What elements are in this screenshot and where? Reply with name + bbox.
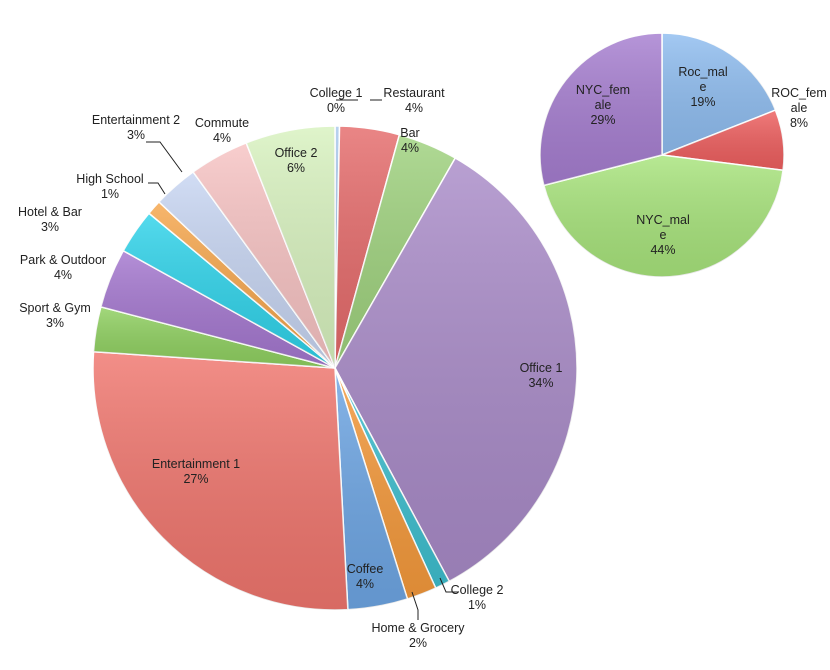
pie-slice-shade-bar	[335, 134, 456, 368]
slice-label-roc-male: Roc_mal	[678, 65, 727, 79]
pie-slice-shade-roc-female	[662, 110, 784, 171]
pie-chart-gender: Roc_male19%ROC_female8%NYC_male44%NYC_fe…	[539, 32, 827, 278]
slice-label-roc-male: e	[700, 80, 707, 94]
slice-label-entertainment-1: Entertainment 1	[152, 457, 240, 471]
leader-line-college-2	[439, 577, 458, 593]
slice-percent-commute: 4%	[213, 131, 231, 145]
pie-slice-shade-roc-male	[662, 33, 776, 155]
slice-percent-office-2: 6%	[287, 161, 305, 175]
slice-percent-park-outdoor: 4%	[54, 268, 72, 282]
slice-percent-college-2: 1%	[468, 598, 486, 612]
slice-label-coffee: Coffee	[347, 562, 384, 576]
slice-label-commute: Commute	[195, 116, 249, 130]
pie-slice-shade-office-2	[246, 126, 335, 368]
slice-percent-bar: 4%	[401, 141, 419, 155]
pie-slice-shade-hotel-bar	[123, 213, 335, 368]
slice-label-nyc-male: e	[660, 228, 667, 242]
slice-percent-college-1: 0%	[327, 101, 345, 115]
slice-percent-entertainment-2: 3%	[127, 128, 145, 142]
pie-slice-shade-office-1	[335, 157, 577, 582]
leader-line-high-school	[148, 182, 166, 195]
slice-percent-office-1: 34%	[528, 376, 553, 390]
slice-percent-nyc-female: 29%	[590, 113, 615, 127]
slice-label-home-grocery: Home & Grocery	[371, 621, 465, 635]
slice-label-entertainment-2: Entertainment 2	[92, 113, 180, 127]
slice-percent-high-school: 1%	[101, 187, 119, 201]
slice-percent-restaurant: 4%	[405, 101, 423, 115]
slice-percent-home-grocery: 2%	[409, 636, 427, 650]
pie-slice-shade-entertainment-2	[158, 171, 335, 368]
leader-line-entertainment-2	[146, 141, 183, 173]
slice-percent-sport-gym: 3%	[46, 316, 64, 330]
slice-label-office-2: Office 2	[275, 146, 318, 160]
slice-label-nyc-male: NYC_mal	[636, 213, 690, 227]
slice-percent-hotel-bar: 3%	[41, 220, 59, 234]
pie-slice-shade-commute	[193, 142, 335, 368]
slice-label-nyc-female: NYC_fem	[576, 83, 630, 97]
pie-slice-shade-nyc-male	[543, 155, 784, 277]
pie-slice-shade-coffee	[335, 368, 408, 610]
slice-percent-coffee: 4%	[356, 577, 374, 591]
pie-slice-shade-college-2	[335, 368, 450, 589]
pie-slice-shade-entertainment-1	[93, 351, 348, 610]
slice-percent-roc-female: 8%	[790, 116, 808, 130]
slice-label-high-school: High School	[76, 172, 143, 186]
slice-label-roc-female: ale	[791, 101, 808, 115]
pie-slice-shade-high-school	[148, 201, 335, 368]
slice-label-college-2: College 2	[451, 583, 504, 597]
slice-label-park-outdoor: Park & Outdoor	[20, 253, 106, 267]
slice-label-hotel-bar: Hotel & Bar	[18, 205, 82, 219]
slice-label-college-1: College 1	[310, 86, 363, 100]
leader-line-home-grocery	[411, 591, 419, 620]
slice-percent-roc-male: 19%	[690, 95, 715, 109]
slice-percent-entertainment-1: 27%	[183, 472, 208, 486]
slice-label-restaurant: Restaurant	[383, 86, 445, 100]
slice-label-bar: Bar	[400, 126, 419, 140]
slice-label-roc-female: ROC_fem	[771, 86, 827, 100]
slice-percent-nyc-male: 44%	[650, 243, 675, 257]
slice-label-sport-gym: Sport & Gym	[19, 301, 91, 315]
pie-slice-shade-nyc-female	[539, 33, 662, 186]
slice-label-office-1: Office 1	[520, 361, 563, 375]
slice-label-nyc-female: ale	[595, 98, 612, 112]
pie-slice-shade-home-grocery	[335, 368, 436, 599]
pie-slice-shade-park-outdoor	[100, 250, 335, 368]
